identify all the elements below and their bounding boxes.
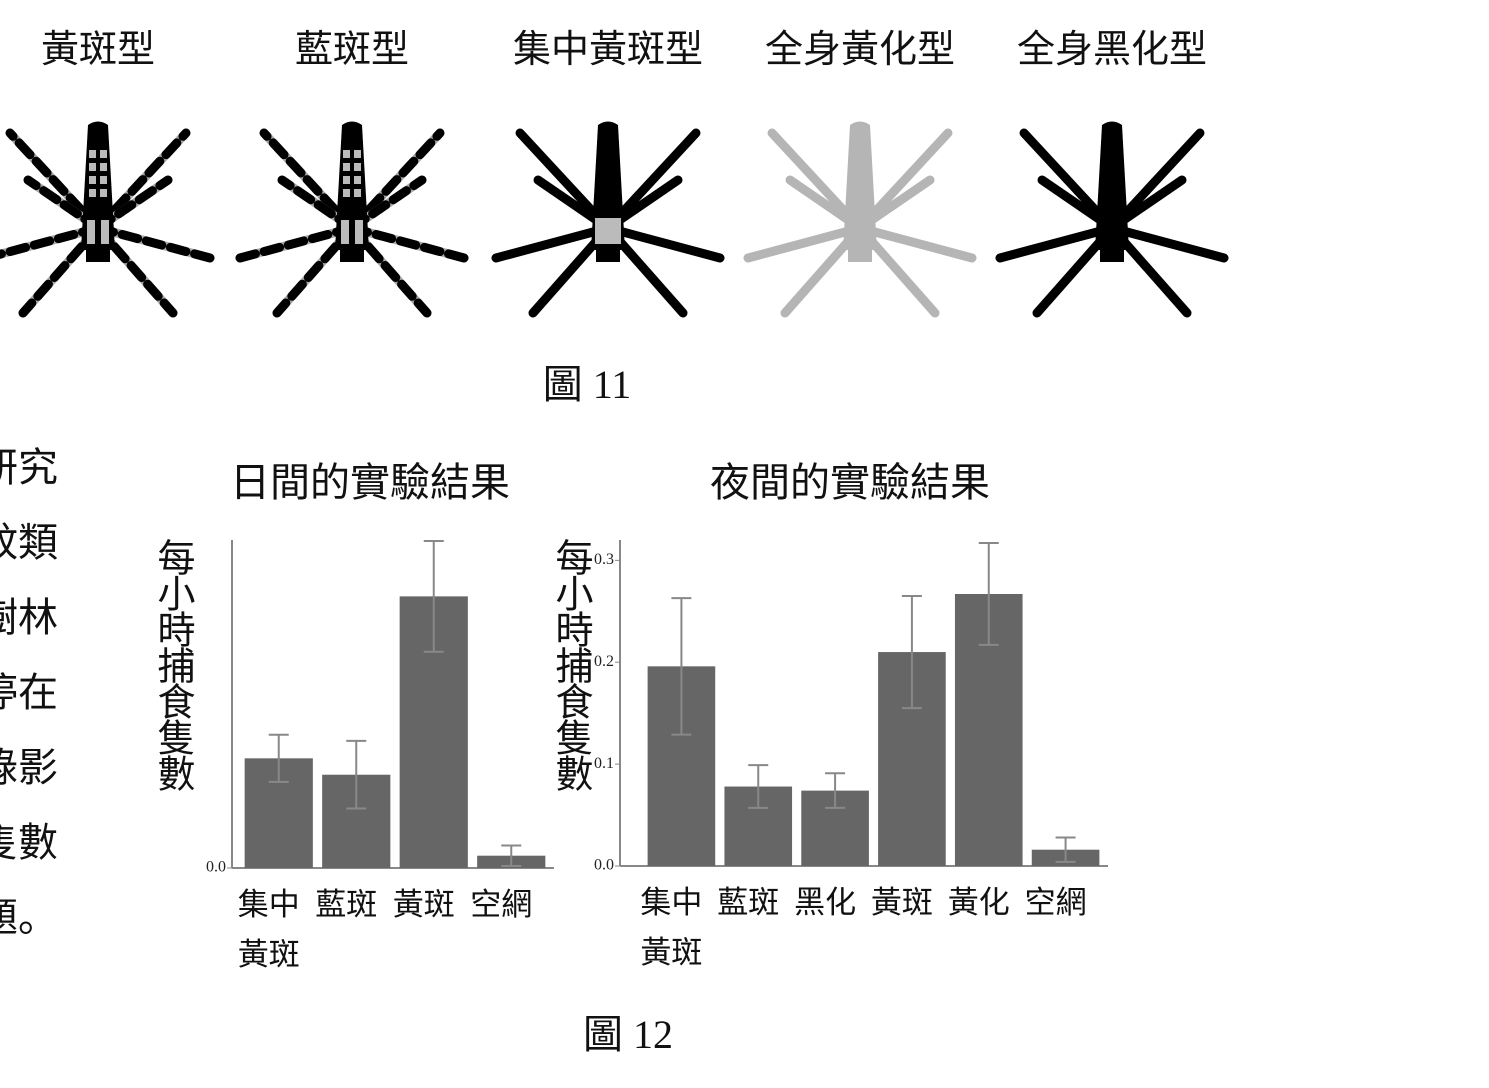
spider-body	[335, 121, 369, 250]
spider-spot	[343, 189, 350, 197]
chart-title: 日間的實驗結果	[230, 460, 510, 506]
spider-label: 集中黃斑型	[512, 27, 704, 71]
x-tick-label: 藍斑	[717, 885, 780, 921]
spider-body	[1095, 121, 1129, 250]
spider-leg	[0, 223, 103, 259]
spider-body	[81, 121, 115, 250]
error-bar	[501, 844, 522, 867]
spider-leg	[743, 223, 865, 263]
body-text: 樹林	[0, 595, 58, 641]
spider-body	[340, 250, 364, 262]
error-bar	[978, 542, 999, 646]
x-tick-label: 黑化	[794, 885, 857, 921]
error-bar	[1055, 836, 1076, 863]
y-axis-label: 每小時捕食隻數	[549, 538, 593, 790]
spider-body	[596, 250, 620, 262]
spider-spot	[343, 150, 350, 158]
error-bar	[825, 772, 846, 809]
spider-leg	[347, 223, 469, 263]
spider-spot	[354, 176, 361, 184]
x-tick-label: 藍斑	[315, 887, 378, 923]
spider-spot	[343, 176, 350, 184]
x-tick-label: 黃化	[947, 885, 1010, 921]
x-tick-label: 空網	[1024, 885, 1087, 921]
y-tick-label: 0.1	[594, 755, 614, 772]
spider-spot	[87, 220, 95, 244]
spider-label: 全身黃化型	[764, 27, 956, 71]
spider-leg	[235, 223, 357, 263]
error-bar	[346, 739, 367, 810]
spider-spot	[341, 220, 349, 244]
body-text: 隻數	[0, 820, 58, 866]
spider-body	[843, 121, 877, 250]
spider-spot	[100, 176, 107, 184]
spider-spot	[101, 220, 109, 244]
error-bar	[268, 733, 289, 783]
x-tick-label: 集中黃斑	[237, 887, 300, 973]
spider-spot	[595, 218, 621, 244]
error-bar	[748, 764, 769, 809]
x-tick-label: 黃斑	[870, 885, 933, 921]
spider-leg	[855, 223, 977, 263]
body-text: 蚊類	[0, 520, 58, 566]
error-bar	[423, 540, 444, 653]
y-tick-label: 0.2	[594, 653, 614, 670]
spider-spot	[354, 150, 361, 158]
spider-spot	[89, 150, 96, 158]
y-tick-label: 0.0	[594, 857, 614, 874]
spider-body	[1100, 250, 1124, 262]
spider-leg	[1107, 223, 1229, 263]
spider-label: 黃斑型	[40, 27, 156, 71]
error-bar	[671, 597, 692, 736]
y-tick-label: 0.3	[594, 551, 614, 568]
body-text: 題。	[0, 895, 58, 941]
body-text: 研究	[0, 445, 58, 491]
x-tick-label: 黃斑	[392, 887, 455, 923]
spider-leg	[603, 223, 725, 263]
spider-spot	[89, 176, 96, 184]
spider-spot	[89, 189, 96, 197]
y-tick-label: 0.0	[206, 859, 226, 876]
spider-body	[848, 250, 872, 262]
spider-spot	[343, 163, 350, 171]
caption: 圖 11	[542, 362, 632, 407]
spider-body	[591, 121, 625, 250]
x-tick-label: 集中黃斑	[640, 885, 703, 971]
spider-spot	[100, 189, 107, 197]
spider-leg	[995, 223, 1117, 263]
spider-spot	[89, 163, 96, 171]
body-text: 停在	[0, 670, 58, 716]
spider-spot	[355, 220, 363, 244]
spider-body	[86, 250, 110, 262]
spider-label: 藍斑型	[294, 27, 410, 71]
y-axis-label: 每小時捕食隻數	[151, 538, 195, 790]
body-text: 錄影	[0, 745, 58, 791]
caption: 圖 12	[583, 1012, 673, 1057]
spider-spot	[100, 163, 107, 171]
spider-spot	[354, 163, 361, 171]
spider-label: 全身黑化型	[1016, 27, 1208, 71]
x-tick-label: 空網	[470, 887, 533, 923]
spider-spot	[354, 189, 361, 197]
chart-title: 夜間的實驗結果	[710, 460, 990, 506]
spider-spot	[100, 150, 107, 158]
spider-leg	[93, 223, 215, 263]
error-bar	[901, 595, 922, 710]
spider-leg	[491, 223, 613, 263]
